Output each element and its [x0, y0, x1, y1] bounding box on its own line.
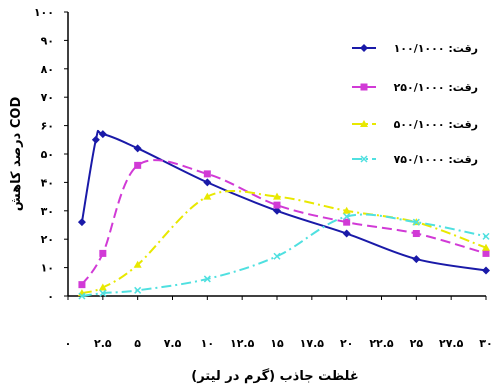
x-tick-label: ۱۲.۵ [230, 337, 255, 350]
y-tick-label: ۳۰ [41, 205, 54, 218]
series-4-point [482, 232, 490, 240]
series-2-point [343, 218, 351, 226]
legend-swatch-marker [360, 44, 368, 52]
series-2-point [134, 161, 142, 169]
legend-label: رقت: ۵۰۰/۱۰۰۰ [394, 118, 478, 131]
y-tick-label: ۰ [47, 290, 54, 303]
series-4-point [412, 218, 420, 226]
series-1-point [273, 206, 281, 215]
x-tick-label: ۳۰ [479, 337, 492, 350]
x-axis-title: غلظت جاذب (گرم در لیتر) [191, 368, 359, 384]
series-2-point [99, 249, 107, 257]
series-2-point [78, 281, 86, 289]
y-tick-label: ۱۰ [41, 262, 54, 275]
series-1-point [77, 218, 86, 227]
y-tick-label: ۴۰ [41, 176, 54, 189]
x-tick-label: ۲.۵ [94, 337, 112, 350]
series-1-point [203, 178, 212, 187]
legend-label: رقت: ۷۵۰/۱۰۰۰ [394, 153, 478, 166]
series-1-point [482, 266, 490, 275]
series-2-point [482, 249, 490, 257]
series-3-point [482, 243, 490, 251]
y-tick-label: ۸۰ [41, 63, 54, 76]
series-1-point [342, 229, 351, 238]
x-tick-label: ۷.۵ [164, 337, 182, 350]
x-tick-label: ۵ [134, 337, 141, 350]
series-3-point [133, 260, 142, 268]
x-tick-label: ۲۲.۵ [369, 337, 394, 350]
series-3-point [342, 206, 351, 214]
series-line-2 [81, 159, 487, 286]
y-tick-label: ۱۰۰ [34, 6, 54, 19]
series-1-point [133, 144, 142, 153]
x-tick-label: ۱۵ [270, 337, 284, 350]
series-line-4 [81, 213, 487, 297]
legend-swatch-marker [360, 83, 368, 91]
x-tick-label: ۲۰ [340, 337, 353, 350]
series-4-point [343, 212, 351, 221]
series-2-point [412, 230, 420, 238]
y-tick-label: ۶۰ [41, 120, 54, 133]
series-2-point [273, 201, 281, 209]
y-tick-label: ۵۰ [41, 148, 54, 161]
legend-swatch-marker [360, 120, 368, 127]
series-1-point [412, 255, 421, 264]
x-tick-label: ۰ [65, 337, 72, 350]
series-4-point [99, 289, 107, 297]
series-4-point [78, 292, 86, 300]
series-3-point [98, 283, 107, 291]
series-3-point [273, 192, 281, 200]
y-tick-label: ۷۰ [41, 91, 54, 104]
y-tick-label: ۹۰ [41, 34, 54, 47]
x-tick-label: ۲۵ [410, 337, 424, 350]
series-4-point [134, 286, 142, 294]
legend-label: رقت: ۲۵۰/۱۰۰۰ [394, 81, 478, 94]
x-tick-label: ۱۰ [201, 337, 214, 350]
series-4-point [273, 252, 281, 260]
series-1-point [91, 135, 100, 144]
series-3-point [203, 192, 212, 200]
x-tick-label: ۱۷.۵ [300, 337, 325, 350]
series-line-3 [81, 190, 487, 295]
y-axis-title: درصد کاهش COD [9, 97, 24, 212]
legend-swatch-marker [360, 155, 368, 163]
y-tick-label: ۲۰ [41, 233, 54, 246]
series-2-point [203, 170, 211, 178]
legend-label: رقت: ۱۰۰/۱۰۰۰ [394, 42, 478, 55]
series-1-point [98, 130, 107, 139]
x-tick-label: ۲۷.۵ [439, 337, 464, 350]
series-line-1 [80, 129, 487, 272]
series-4-point [203, 275, 211, 283]
